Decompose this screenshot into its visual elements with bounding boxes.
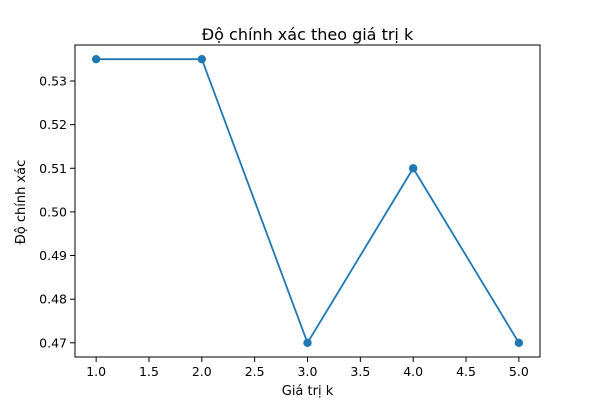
y-tick-label: 0.51 (39, 161, 67, 176)
x-tick-label: 2.5 (245, 364, 265, 379)
data-point-1 (197, 54, 207, 64)
x-tick-label: 5.0 (509, 364, 529, 379)
data-point-4 (514, 338, 524, 348)
y-tick-label: 0.50 (39, 204, 67, 219)
x-tick-label: 3.0 (298, 364, 318, 379)
x-tick-label: 3.5 (350, 364, 370, 379)
y-tick-label: 0.49 (39, 248, 67, 263)
chart-title: Độ chính xác theo giá trị k (202, 25, 414, 44)
y-tick-label: 0.52 (39, 117, 67, 132)
x-tick-label: 1.0 (86, 364, 106, 379)
y-axis-label: Độ chính xác (14, 160, 29, 245)
y-tick-label: 0.48 (39, 292, 67, 307)
data-point-3 (408, 164, 418, 173)
x-tick-label: 2.0 (192, 364, 212, 379)
x-axis: 1.0 1.5 2.0 2.5 3.0 3.5 4.0 4.5 5.0 (86, 357, 529, 379)
y-axis: 0.47 0.48 0.49 0.50 0.51 0.52 0.53 (39, 74, 75, 350)
data-point-0 (91, 54, 101, 64)
y-tick-label: 0.53 (39, 74, 67, 89)
data-point-2 (303, 338, 312, 348)
y-tick-label: 0.47 (39, 335, 67, 350)
x-tick-label: 4.5 (456, 364, 476, 379)
x-axis-label: Giá trị k (282, 384, 334, 399)
x-tick-label: 1.5 (139, 364, 159, 379)
x-tick-label: 4.0 (403, 364, 423, 379)
